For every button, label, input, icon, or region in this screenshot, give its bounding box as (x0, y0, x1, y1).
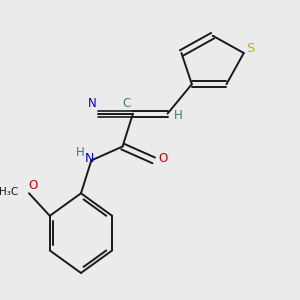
Text: N: N (85, 152, 94, 165)
Text: H: H (76, 146, 85, 159)
Text: S: S (246, 42, 254, 55)
Text: N: N (88, 97, 96, 110)
Text: C: C (122, 97, 130, 110)
Text: H₃C: H₃C (0, 187, 18, 196)
Text: O: O (159, 152, 168, 165)
Text: H: H (174, 109, 183, 122)
Text: O: O (28, 179, 38, 192)
